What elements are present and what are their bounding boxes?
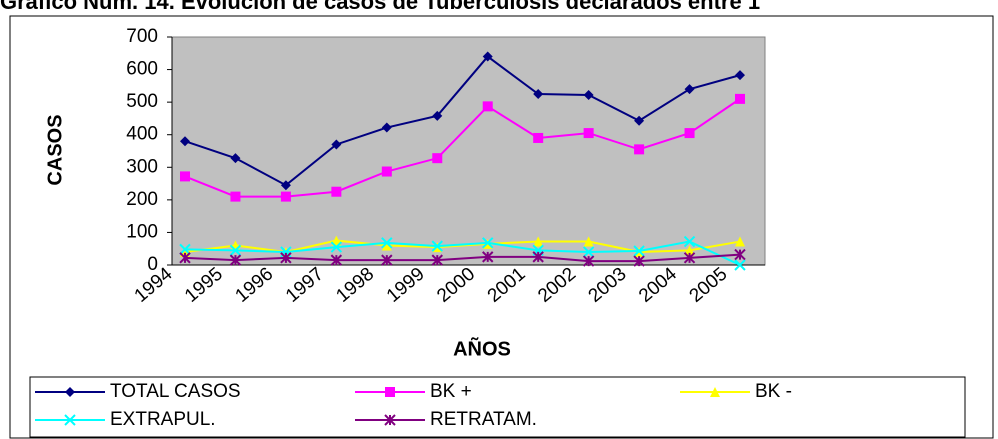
marker (684, 128, 695, 139)
marker (482, 51, 493, 62)
marker (432, 153, 443, 164)
marker (381, 122, 392, 133)
marker (230, 191, 241, 202)
marker (583, 236, 594, 247)
marker (280, 252, 292, 264)
marker (381, 237, 393, 249)
y-tick-label: 200 (126, 189, 158, 210)
marker (533, 89, 544, 99)
legend-label: RETRATAM. (430, 409, 537, 430)
y-tick-label: 300 (126, 156, 158, 177)
marker (735, 236, 745, 247)
marker (229, 254, 242, 266)
marker (330, 241, 343, 253)
marker (331, 139, 342, 150)
marker (734, 259, 746, 271)
series-line (184, 55, 741, 187)
marker (381, 166, 392, 177)
legend-label: TOTAL CASOS (110, 381, 241, 402)
legend-marker (710, 387, 720, 397)
y-tick-label: 100 (126, 221, 158, 242)
legend-marker (384, 414, 396, 426)
marker (330, 254, 343, 266)
marker (583, 89, 594, 100)
marker (180, 171, 190, 182)
marker (280, 180, 291, 191)
marker (280, 191, 291, 202)
marker (735, 70, 745, 81)
y-axis-label: CASOS (44, 114, 66, 185)
legend-marker (64, 414, 76, 426)
series-line (184, 98, 741, 198)
marker (533, 236, 544, 247)
marker (230, 153, 241, 164)
marker (482, 237, 494, 249)
marker (634, 144, 645, 155)
marker (532, 251, 544, 263)
marker (683, 252, 696, 264)
marker (734, 248, 746, 261)
plot-area (171, 36, 766, 266)
marker (431, 254, 443, 266)
series-line (184, 240, 741, 266)
legend-label: EXTRAPUL. (110, 409, 216, 430)
marker (633, 245, 645, 257)
series-line (184, 253, 741, 263)
marker (634, 115, 645, 126)
marker (381, 240, 392, 251)
x-axis-label: AÑOS (453, 337, 511, 360)
marker (684, 245, 695, 256)
y-tick-label: 500 (126, 91, 158, 112)
marker (583, 128, 594, 139)
marker (180, 136, 190, 147)
y-tick-label: 0 (147, 254, 158, 275)
marker (582, 255, 595, 267)
marker (482, 101, 493, 112)
y-tick-label: 400 (126, 124, 158, 145)
marker (431, 240, 443, 252)
marker (381, 254, 393, 266)
legend-marker (385, 387, 395, 397)
chart-title: Gráfico Núm. 14. Evolución de casos de T… (0, 0, 760, 14)
marker (331, 235, 342, 246)
legend-marker (65, 387, 75, 397)
y-tick-label: 700 (126, 26, 158, 47)
legend-label: BK + (430, 381, 472, 402)
y-tick-label: 600 (126, 59, 158, 80)
marker (179, 243, 191, 256)
marker (432, 110, 443, 121)
marker (179, 252, 191, 264)
legend-label: BK - (755, 381, 792, 402)
marker (331, 186, 342, 197)
marker (533, 132, 544, 143)
marker (582, 246, 595, 258)
marker (633, 255, 645, 267)
legend (29, 376, 966, 438)
marker (482, 251, 494, 263)
marker (735, 93, 745, 104)
marker (684, 84, 695, 95)
marker (683, 235, 696, 248)
marker (229, 244, 242, 257)
